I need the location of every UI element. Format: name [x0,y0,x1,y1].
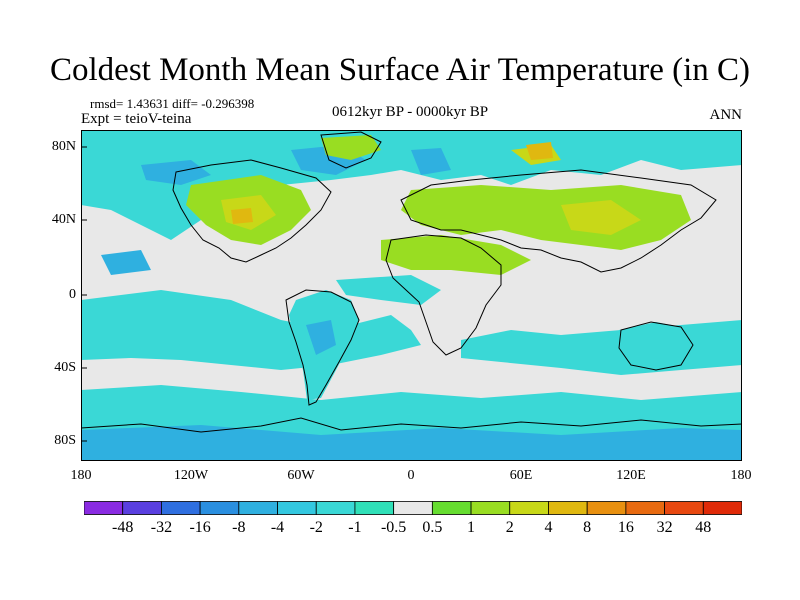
lat-label-40n: 40N [51,212,76,227]
colorbar-box [354,501,395,515]
colorbar-level-label: -8 [232,519,246,536]
lon-label-120e: 120E [616,468,646,483]
colorbar-level-label: 2 [505,519,514,536]
colorbar-box [238,501,278,515]
colorbar-box [199,501,240,515]
colorbar-level-label: 32 [656,519,673,536]
map-frame [81,130,742,461]
colorbar-box [509,501,549,515]
colorbar-box [702,501,742,515]
lon-label-60e: 60E [509,468,533,483]
colorbar-level-label: -48 [112,519,134,536]
season-label: ANN [709,107,743,123]
lat-label-40s: 40S [54,360,76,375]
cool-patches [81,145,742,461]
lat-label-80s: 80S [54,433,76,448]
colorbar-box [161,501,201,515]
colorbar-level-label: -4 [270,519,285,536]
colorbar-level-label: 16 [617,519,634,536]
colorbar-level-label: 48 [695,519,712,536]
colorbar-box [393,501,433,515]
colorbar-level-label: -0.5 [380,519,407,536]
very-hot-patches [231,142,553,224]
period-label: 0612kyr BP - 0000kyr BP [331,104,489,120]
lon-label-120w: 120W [173,468,209,483]
colorbar-box [84,501,124,515]
colorbar-level-label: -32 [150,519,173,536]
lon-label-180e: 180 [730,468,752,483]
colorbar-level-label: -1 [348,519,362,536]
colorbar-level-label: 4 [544,519,553,536]
coastlines [81,131,742,433]
plot-title: Coldest Month Mean Surface Air Temperatu… [50,52,750,88]
lon-label-0: 0 [407,468,415,483]
colorbar-box [625,501,665,515]
warm-land-fields [186,135,691,275]
colorbar-box [277,501,317,515]
lon-label-60w: 60W [287,468,315,483]
colorbar-box [664,501,704,515]
colorbar-box [315,501,356,515]
lon-label-180w: 180 [70,468,92,483]
colorbar-box [122,501,162,515]
lat-label-0: 0 [69,287,76,302]
stats-text: rmsd= 1.43631 diff= -0.296398 [90,96,255,111]
colorbar-level-label: 1 [467,519,476,536]
colorbar-box [586,501,627,515]
colorbar-level-label: 0.5 [422,519,443,536]
colorbar-level-label: 8 [583,519,592,536]
colorbar-level-label: -16 [189,519,211,536]
colorbar-box [431,501,472,515]
experiment-label: Expt = teioV-teina [81,111,192,127]
world-map [81,130,742,461]
colorbar-box [470,501,511,515]
colorbar-level-label: -2 [309,519,323,536]
colorbar-box [548,501,588,515]
colorbar [84,501,742,515]
lat-label-80n: 80N [51,139,76,154]
